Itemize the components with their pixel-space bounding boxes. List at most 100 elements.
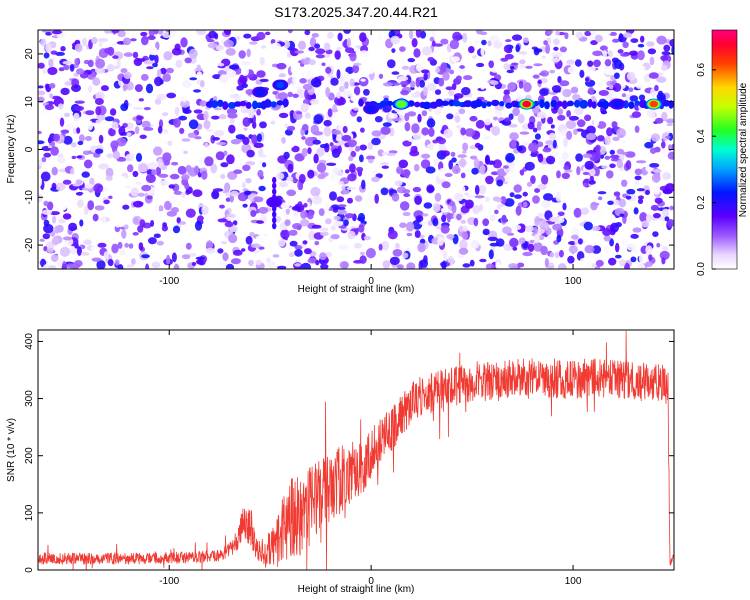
spectrogram-cell — [289, 48, 299, 57]
spectrogram-cell — [562, 202, 567, 211]
spectrogram-cell — [74, 100, 85, 104]
spectrogram-cell — [615, 242, 620, 253]
spectrogram-cell — [143, 107, 151, 111]
spectrogram-cell — [58, 218, 66, 224]
spectrogram-cell — [177, 196, 185, 202]
spectrogram-cell — [407, 58, 416, 63]
spectrogram-cell — [508, 263, 518, 269]
frequency-line-segment — [550, 99, 557, 108]
spectrogram-cell — [525, 225, 534, 233]
spectrogram-cell — [563, 165, 569, 170]
spectrogram-cell — [272, 91, 278, 95]
spectrogram-cell — [650, 112, 656, 119]
spectrogram-cell — [75, 191, 84, 196]
spectrogram-cell — [222, 190, 227, 194]
spectrogram-cell — [426, 83, 437, 91]
spectrogram-cell — [242, 117, 251, 127]
spectrogram-cell — [489, 80, 499, 85]
spectrogram-cell — [649, 163, 660, 168]
spectrogram-cell — [180, 99, 190, 108]
spectrogram-cell — [659, 250, 670, 260]
spectrogram-cell — [50, 50, 58, 55]
spectrogram-cell — [601, 110, 608, 115]
spectrogram-cell — [460, 219, 466, 224]
spectrogram-cell — [595, 259, 604, 267]
spectrogram-cell — [204, 156, 214, 167]
spectrogram-cell — [648, 254, 653, 261]
spectrogram-cell — [480, 46, 485, 57]
spectrogram-cell — [400, 80, 409, 87]
spectrogram-cell — [255, 235, 265, 245]
spectrogram-cell — [196, 64, 201, 72]
spectrogram-cell — [212, 74, 222, 80]
spectrogram-cell — [536, 121, 542, 131]
spectrogram-cell — [62, 213, 72, 220]
frequency-line-segment — [628, 101, 635, 109]
spectrogram-cell — [249, 231, 255, 237]
spectrogram-cell — [168, 226, 174, 235]
spectrogram-cell — [154, 54, 159, 64]
spectrogram-cell — [95, 58, 106, 69]
spectrogram-cell — [399, 222, 407, 228]
spectrogram-cell — [132, 232, 139, 236]
spectrogram-cell — [401, 65, 410, 70]
spectrogram-cell — [41, 30, 52, 33]
hot-spot — [393, 98, 410, 110]
snr-series-line — [38, 330, 674, 570]
spectrogram-cell — [470, 81, 481, 89]
spectrogram-cell — [270, 120, 276, 125]
spectrogram-cell — [192, 189, 203, 197]
spectrogram-cell — [225, 263, 235, 269]
spectrogram-cell — [446, 234, 455, 240]
spectrogram-cell — [438, 77, 445, 87]
spectrogram-cell — [211, 190, 220, 200]
spectrogram-cell — [368, 158, 374, 164]
spectrogram-cell — [524, 161, 535, 171]
spectrogram-cell — [664, 216, 670, 222]
spectrogram-cell — [162, 112, 169, 117]
spectrogram-cell — [287, 143, 295, 148]
spectrogram-cell — [74, 106, 83, 110]
spectrogram-cell — [258, 161, 264, 165]
frequency-line-segment — [544, 101, 550, 110]
spectrogram-cell — [584, 160, 594, 170]
spectrogram-cell — [200, 80, 205, 88]
spectrogram-cell — [426, 185, 435, 193]
spectrogram-cell — [122, 204, 130, 210]
spectrogram-cell — [256, 109, 261, 116]
spectrogram-cell — [459, 65, 465, 69]
spectrogram-cell — [584, 245, 595, 254]
spectrogram-cell — [402, 252, 409, 259]
spectrogram-cell — [387, 59, 396, 69]
spectrogram-cell — [143, 59, 154, 65]
spectrogram-cell — [558, 249, 564, 258]
spectrogram-cell — [259, 56, 265, 66]
spectrogram-cell — [314, 241, 320, 246]
spectrogram-cell — [46, 201, 54, 211]
spectrogram-cell — [489, 214, 496, 222]
spectrogram-cell — [584, 114, 592, 122]
x-tick-label: -100 — [159, 576, 179, 587]
spectrogram-cell — [536, 111, 547, 119]
frequency-line-segment — [579, 99, 589, 109]
spectrogram-cell — [523, 82, 532, 93]
frequency-line-segment — [239, 100, 247, 107]
spectrogram-cell — [509, 237, 519, 248]
spectrogram-cell — [113, 150, 120, 160]
spectrogram-cell — [671, 45, 674, 55]
spectrogram-cell — [671, 76, 674, 80]
spectrogram-cell — [313, 153, 319, 164]
spectrogram-cell — [353, 242, 362, 249]
spectrogram-cell — [53, 133, 60, 142]
spectrogram-cell — [239, 74, 248, 84]
spectrogram-cell — [304, 248, 312, 255]
spectrogram-cell — [629, 50, 638, 56]
spectrogram-cell — [638, 195, 644, 200]
spectrogram-cell — [381, 240, 390, 251]
spectrogram-cell — [402, 211, 411, 217]
spectrogram-cell — [70, 142, 77, 148]
spectrogram-cell — [336, 97, 346, 106]
spectrogram-cell — [661, 141, 666, 149]
spectrogram-cell — [91, 36, 98, 45]
spectrogram-cell — [422, 86, 428, 96]
